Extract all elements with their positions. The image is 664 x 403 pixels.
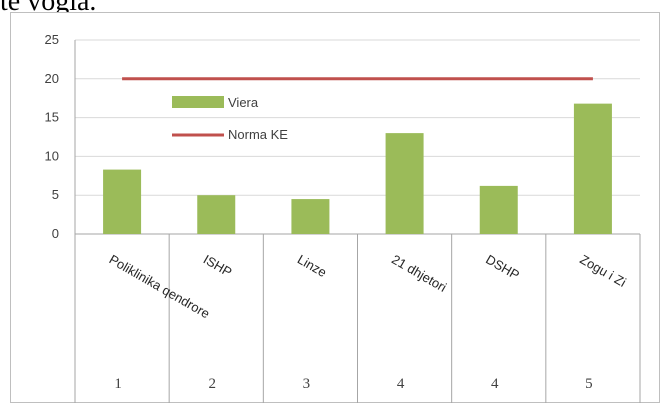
legend-label-viera: Viera xyxy=(228,95,259,110)
row-number: 4 xyxy=(397,376,405,392)
row-number: 1 xyxy=(114,376,122,392)
gridlines xyxy=(75,39,640,235)
bar-4 xyxy=(385,133,424,234)
bar-3 xyxy=(291,199,330,234)
y-axis: 0 5 10 15 20 25 xyxy=(45,32,76,403)
category-label: 21 dhjetori xyxy=(389,252,449,295)
row-number: 3 xyxy=(303,376,311,392)
legend: Viera Norma KE xyxy=(172,95,288,142)
bar-2 xyxy=(197,195,236,234)
bar-6 xyxy=(573,103,612,234)
legend-label-norma: Norma KE xyxy=(228,127,288,142)
category-label: Zogu i Zi xyxy=(577,252,628,290)
y-tick-label: 15 xyxy=(45,110,59,125)
bars xyxy=(103,103,612,234)
category-label: ISHP xyxy=(201,252,235,280)
y-tick-label: 20 xyxy=(45,71,59,86)
legend-swatch-viera xyxy=(172,96,224,108)
category-label: Poliklinika qendrore xyxy=(107,252,213,322)
row-number: 5 xyxy=(585,376,593,392)
category-label: Linze xyxy=(295,252,329,281)
y-tick-label: 0 xyxy=(52,226,59,241)
bar-5 xyxy=(479,185,518,234)
y-tick-label: 5 xyxy=(52,187,59,202)
y-tick-label: 10 xyxy=(45,148,59,163)
y-tick-label: 25 xyxy=(45,32,59,47)
category-label: DSHP xyxy=(483,252,522,283)
row-number: 4 xyxy=(491,376,499,392)
bar-1 xyxy=(103,169,142,234)
row-number: 2 xyxy=(209,376,217,392)
